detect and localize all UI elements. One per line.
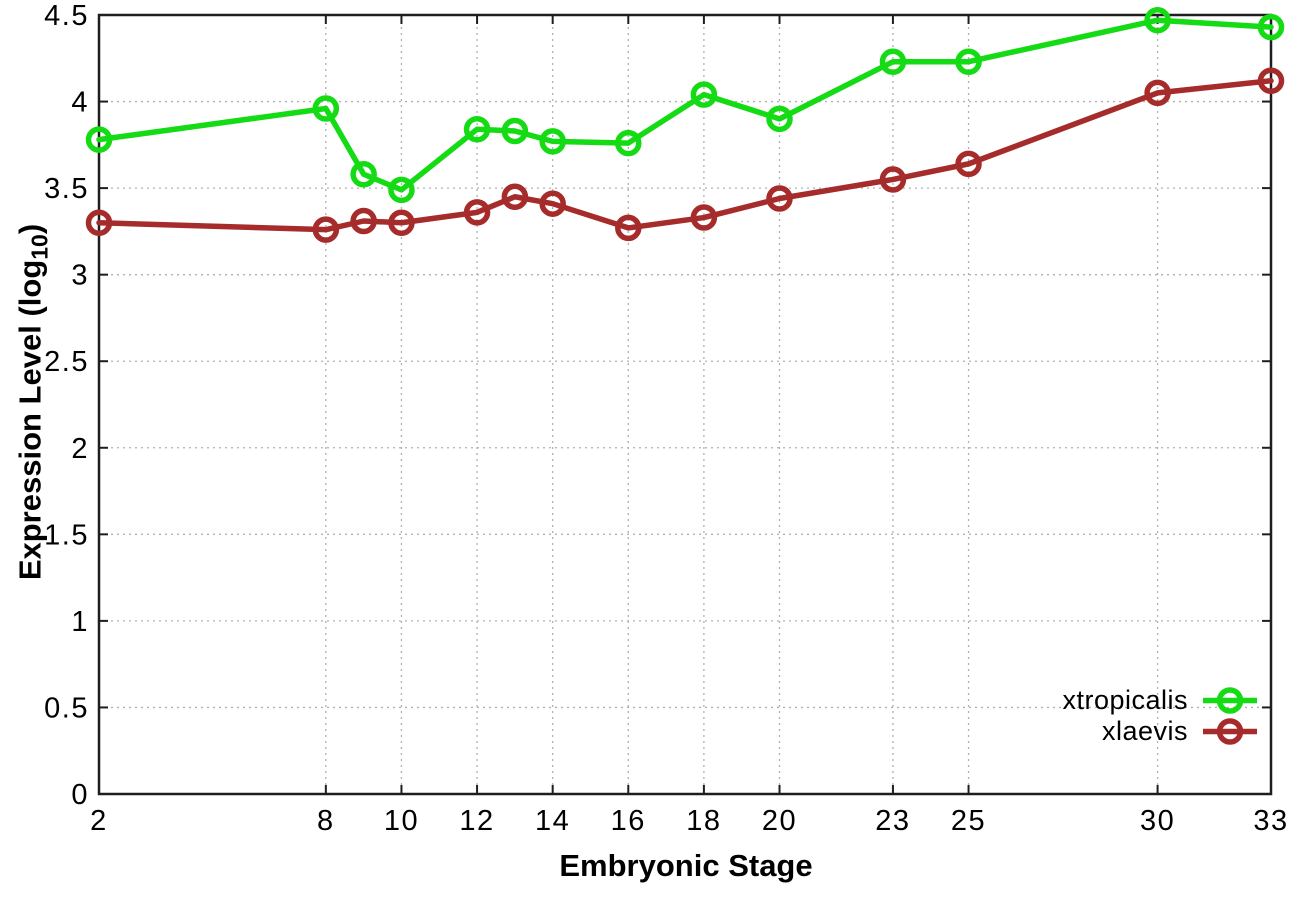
y-tick-label: 1.5 [44,519,89,551]
marker-xtropicalis [879,48,907,75]
legend-sample-xtropicalis [1203,687,1257,714]
marker-xtropicalis [539,128,566,155]
y-tick-label: 2 [71,433,89,465]
x-axis-title: Embryonic Stage [559,848,813,883]
marker-xlaevis [350,207,377,235]
marker-xlaevis [539,190,566,217]
y-tick-label: 0 [71,779,89,811]
x-tick-label: 8 [317,805,335,837]
series-line-xtropicalis [96,17,1274,193]
marker-xlaevis [85,209,113,236]
x-tick-label: 2 [90,805,108,837]
marker-xtropicalis [388,176,415,204]
marker-xtropicalis [766,105,793,133]
legend-label-xlaevis: xlaevis [1101,716,1188,746]
y-tick-label: 2.5 [44,346,89,378]
series-line-xlaevis [96,78,1274,233]
x-tick-label: 30 [1140,805,1175,837]
legend-label-xtropicalis: xtropicalis [1062,685,1188,715]
y-tick-label: 4.5 [44,0,89,32]
plot-border [97,13,1273,796]
x-tick-label: 25 [951,805,986,837]
marker-xtropicalis [955,48,982,75]
y-tick-label: 0.5 [44,692,89,724]
marker-xlaevis [1144,79,1171,107]
marker-xtropicalis [350,161,377,188]
y-tick-label: 4 [71,87,89,119]
x-tick-label: 20 [762,805,797,837]
y-axis-title-subscript: 10 [26,234,53,260]
x-tick-label: 10 [384,805,419,837]
marker-xlaevis [388,209,415,236]
x-tick-label: 18 [686,805,721,837]
marker-xlaevis [879,166,907,193]
y-tick-label: 1 [71,606,89,638]
marker-xlaevis [501,183,529,211]
y-tick-label: 3 [71,260,89,292]
x-tick-label: 12 [459,805,494,837]
legend: xtropicalis xlaevis [1062,685,1260,747]
y-axis-title-suffix: ) [12,223,48,235]
y-axis-title-text: Expression Level (log [12,259,48,581]
marker-xtropicalis [312,95,340,122]
marker-xlaevis [766,185,793,212]
marker-xlaevis [955,150,982,178]
marker-xlaevis [1257,67,1285,95]
y-tick-label: 3.5 [44,173,89,205]
marker-xlaevis [312,216,340,243]
marker-xtropicalis [1144,6,1171,34]
marker-xtropicalis [501,117,529,145]
marker-xlaevis [690,204,718,231]
marker-xtropicalis [1257,13,1285,41]
marker-xlaevis [615,214,642,242]
marker-xtropicalis [615,129,642,157]
y-axis-title: Expression Level (log10) [13,224,54,580]
legend-sample-xlaevis [1203,718,1257,745]
x-tick-label: 23 [875,805,910,837]
marker-xlaevis [463,199,491,226]
legend-row-xlaevis: xlaevis [1062,716,1260,747]
x-tick-label: 33 [1253,805,1288,837]
marker-xtropicalis [85,126,113,153]
x-tick-label: 16 [611,805,646,837]
legend-row-xtropicalis: xtropicalis [1062,685,1260,716]
marker-xtropicalis [690,81,718,108]
x-tick-label: 14 [535,805,570,837]
marker-xtropicalis [463,116,491,143]
